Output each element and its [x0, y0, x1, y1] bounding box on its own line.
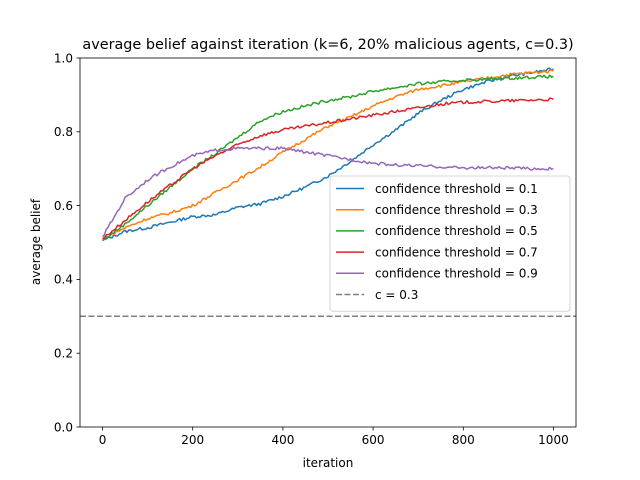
y-tick-label: 0.6	[54, 199, 73, 213]
x-tick-label: 200	[181, 433, 204, 447]
y-tick-label: 0.2	[54, 347, 73, 361]
x-tick-label: 0	[99, 433, 107, 447]
y-tick-label: 1.0	[54, 51, 73, 65]
axes-frame	[79, 57, 577, 428]
legend-box	[329, 175, 571, 312]
legend: confidence threshold = 0.1 confidence thr…	[329, 175, 571, 312]
x-tick-label: 600	[362, 433, 385, 447]
series-line-3	[102, 97, 554, 240]
x-tick-label: 400	[271, 433, 294, 447]
series-line-1	[102, 69, 554, 240]
legend-label: confidence threshold = 0.9	[375, 267, 538, 281]
y-tick-label: 0.8	[54, 125, 73, 139]
x-tick-label: 1000	[538, 433, 569, 447]
plot-area: 0 200 400 600 800 1000 0.0 0.2 0.4 0.6 0.8 1.0 confi…	[54, 51, 577, 447]
x-axis-label: iteration	[303, 456, 354, 470]
series-line-0	[102, 67, 554, 242]
legend-label: c = 0.3	[375, 288, 418, 302]
series-line-4	[101, 146, 554, 238]
y-axis-label: average belief	[29, 198, 43, 285]
legend-label: confidence threshold = 0.5	[375, 224, 538, 238]
legend-label: confidence threshold = 0.7	[375, 245, 538, 259]
y-tick-label: 0.0	[54, 420, 73, 434]
legend-label: confidence threshold = 0.1	[375, 182, 538, 196]
legend-label: confidence threshold = 0.3	[375, 203, 538, 217]
x-tick-label: 800	[452, 433, 475, 447]
chart-title: average belief against iteration (k=6, 2…	[82, 37, 573, 53]
y-tick-label: 0.4	[54, 273, 73, 287]
